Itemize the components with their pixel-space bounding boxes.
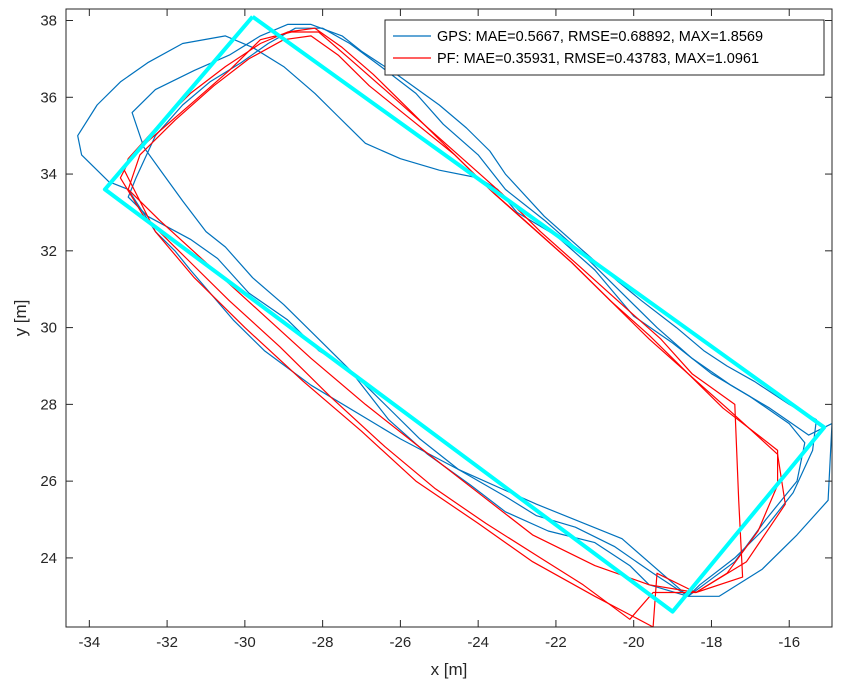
gps-trajectory-lap-1 bbox=[77, 35, 806, 597]
legend-entry-gps: GPS: MAE=0.5667, RMSE=0.68892, MAX=1.856… bbox=[437, 29, 763, 45]
x-tick-label: -20 bbox=[623, 634, 645, 651]
y-tick-label: 38 bbox=[40, 13, 57, 30]
y-tick-label: 24 bbox=[40, 550, 57, 567]
pf-trajectory-lap-3 bbox=[123, 27, 786, 627]
x-axis-label: x [m] bbox=[431, 660, 468, 679]
tick-layer: -34 -32 -30 -28 -26 -24 -22 -20 -18 -16 24 26 28 30 32… bbox=[40, 9, 832, 651]
y-axis-label: y [m] bbox=[11, 300, 30, 337]
x-tick-label: -32 bbox=[156, 634, 178, 651]
x-tick-label: -22 bbox=[545, 634, 567, 651]
x-tick-label: -24 bbox=[467, 634, 489, 651]
reference-path-lap-1 bbox=[102, 15, 827, 614]
legend-box bbox=[384, 19, 825, 76]
y-tick-label: 28 bbox=[40, 396, 57, 413]
axes-box bbox=[65, 8, 833, 628]
y-tick-label: 30 bbox=[40, 320, 57, 337]
y-tick-label: 26 bbox=[40, 473, 57, 490]
y-tick-label: 32 bbox=[40, 243, 57, 260]
x-tick-label: -28 bbox=[312, 634, 334, 651]
legend: GPS: MAE=0.5667, RMSE=0.68892, MAX=1.856… bbox=[384, 19, 825, 76]
x-tick-label: -16 bbox=[778, 634, 800, 651]
x-tick-label: -34 bbox=[78, 634, 100, 651]
x-tick-label: -26 bbox=[390, 634, 412, 651]
gps-trajectory-lap-3 bbox=[127, 27, 832, 597]
y-tick-label: 34 bbox=[40, 166, 57, 183]
x-tick-label: -18 bbox=[701, 634, 723, 651]
gps-trajectory-lap-2 bbox=[131, 23, 818, 597]
y-tick-label: 36 bbox=[40, 89, 57, 106]
pf-trajectory-lap-2 bbox=[119, 31, 744, 620]
pf-trajectory-lap-1 bbox=[127, 35, 779, 594]
legend-entry-pf: PF: MAE=0.35931, RMSE=0.43783, MAX=1.096… bbox=[437, 51, 759, 67]
series-layer bbox=[77, 15, 832, 627]
x-tick-label: -30 bbox=[234, 634, 256, 651]
